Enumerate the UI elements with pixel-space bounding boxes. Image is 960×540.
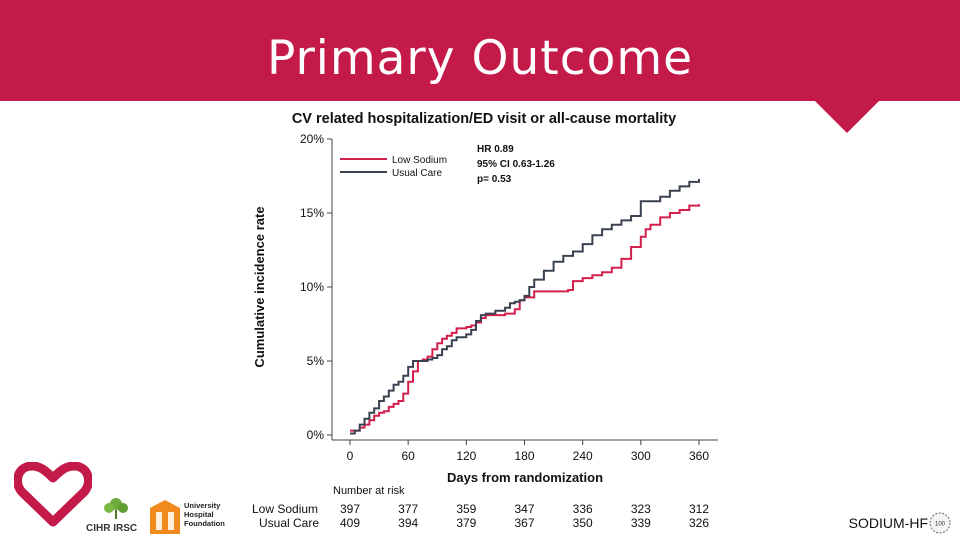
y-tick-label: 20%: [300, 132, 324, 146]
x-tick-label: 240: [573, 449, 593, 463]
heart-logo: [14, 462, 92, 527]
uhf-line-2: Hospital: [184, 510, 214, 519]
legend-label: Usual Care: [392, 168, 442, 179]
title-banner: Primary Outcome: [0, 0, 960, 101]
x-tick-label: 60: [401, 449, 415, 463]
y-axis-label: Cumulative incidence rate: [252, 206, 267, 367]
risk-cell: 350: [572, 516, 593, 530]
risk-cell: 394: [398, 516, 419, 530]
risk-cell: 312: [688, 502, 710, 516]
risk-cell: 367: [514, 516, 535, 530]
risk-row-label: Low Sodium: [252, 502, 319, 516]
risk-cell: 397: [339, 502, 361, 516]
series-line-low-sodium: [350, 204, 700, 432]
risk-cell: 359: [456, 502, 477, 516]
x-tick-label: 120: [456, 449, 476, 463]
stats-annotation: HR 0.89: [477, 144, 514, 155]
risk-cell: 409: [339, 516, 361, 530]
risk-cell: 326: [688, 516, 710, 530]
banner-notch: [814, 100, 880, 133]
uhf-mark-icon: [150, 500, 180, 534]
risk-row-label: Usual Care: [259, 516, 320, 530]
chart-title: CV related hospitalization/ED visit or a…: [292, 111, 676, 127]
x-tick-label: 300: [631, 449, 651, 463]
x-axis-label: Days from randomization: [447, 470, 603, 485]
risk-cell: 339: [630, 516, 651, 530]
legend-label: Low Sodium: [392, 155, 447, 166]
x-tick-label: 0: [347, 449, 354, 463]
x-tick-label: 180: [514, 449, 534, 463]
stats-annotation: p= 0.53: [477, 174, 512, 185]
cihr-logo-text: CIHR IRSC: [86, 523, 138, 534]
y-tick-label: 5%: [307, 354, 325, 368]
trial-badge-icon: 100: [929, 512, 951, 534]
badge-text: 100: [935, 522, 946, 528]
series-line-usual-care: [350, 179, 700, 435]
y-tick-label: 15%: [300, 206, 324, 220]
y-tick-label: 0%: [307, 428, 325, 442]
risk-cell: 347: [514, 502, 535, 516]
footer-brand: SODIUM-HF: [848, 515, 928, 531]
y-tick-label: 10%: [300, 280, 324, 294]
stats-annotation: 95% CI 0.63-1.26: [477, 159, 555, 170]
risk-cell: 323: [630, 502, 651, 516]
risk-cell: 379: [456, 516, 477, 530]
risk-cell: 377: [398, 502, 419, 516]
slide-title: Primary Outcome: [266, 31, 694, 86]
uhf-line-1: University: [184, 501, 221, 510]
legend-box: [334, 150, 466, 182]
cihr-irsc-logo: CIHR IRSC: [86, 496, 146, 538]
risk-cell: 336: [572, 502, 593, 516]
risk-table-header: Number at risk: [333, 485, 405, 497]
x-tick-label: 360: [689, 449, 709, 463]
uhf-line-3: Foundation: [184, 519, 225, 528]
university-hospital-foundation-logo: University Hospital Foundation: [150, 500, 225, 536]
cihr-tree-icon: [104, 498, 128, 519]
